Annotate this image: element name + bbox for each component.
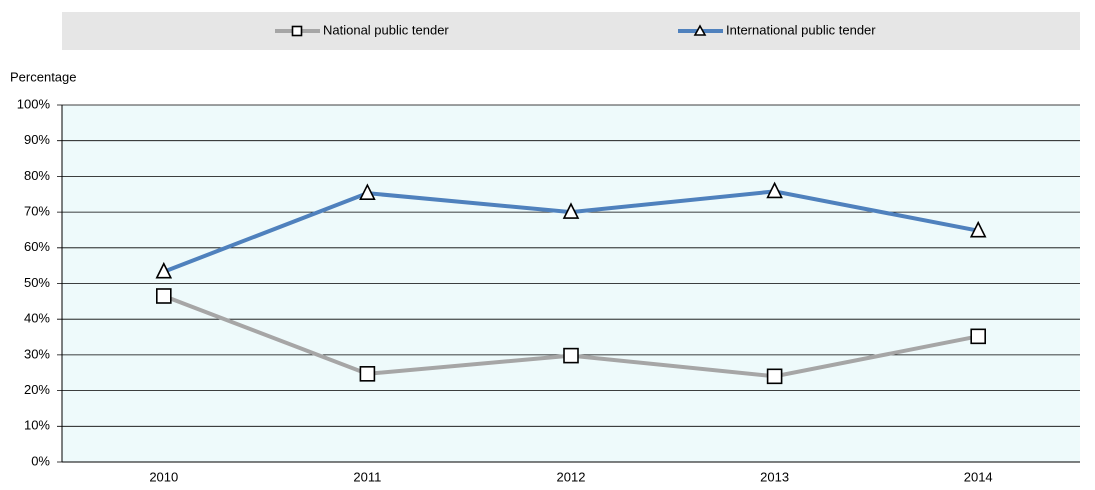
- data-point: [155, 261, 173, 279]
- legend-label: International public tender: [726, 22, 876, 37]
- legend-label: National public tender: [323, 22, 449, 37]
- data-point: [359, 366, 376, 382]
- data-point: [563, 347, 579, 364]
- legend-marker: [291, 25, 303, 37]
- data-point: [156, 288, 172, 304]
- y-axis-label: Percentage: [10, 69, 77, 84]
- data-point: [766, 368, 783, 385]
- y-tick-label: 80%: [24, 168, 50, 183]
- x-tick-label: 2012: [557, 469, 586, 484]
- x-tick-label: 2013: [760, 469, 789, 484]
- y-tick-label: 60%: [24, 239, 50, 254]
- y-tick-label: 100%: [17, 96, 51, 111]
- legend-background: [62, 12, 1080, 50]
- y-tick-label: 90%: [24, 132, 50, 147]
- y-tick-label: 50%: [24, 275, 50, 290]
- data-point: [562, 202, 580, 219]
- y-tick-label: 0%: [31, 453, 50, 468]
- y-tick-label: 30%: [24, 346, 50, 361]
- y-tick-label: 40%: [24, 311, 50, 326]
- y-tick-label: 10%: [24, 418, 50, 433]
- data-point: [969, 220, 987, 238]
- y-tick-label: 20%: [24, 382, 50, 397]
- x-tick-label: 2014: [964, 469, 993, 484]
- data-point: [970, 328, 987, 345]
- y-tick-label: 70%: [24, 204, 50, 219]
- data-point: [766, 181, 783, 199]
- legend-marker: [693, 24, 707, 36]
- x-tick-label: 2011: [353, 469, 381, 484]
- data-point: [359, 183, 376, 200]
- x-tick-label: 2010: [149, 469, 178, 484]
